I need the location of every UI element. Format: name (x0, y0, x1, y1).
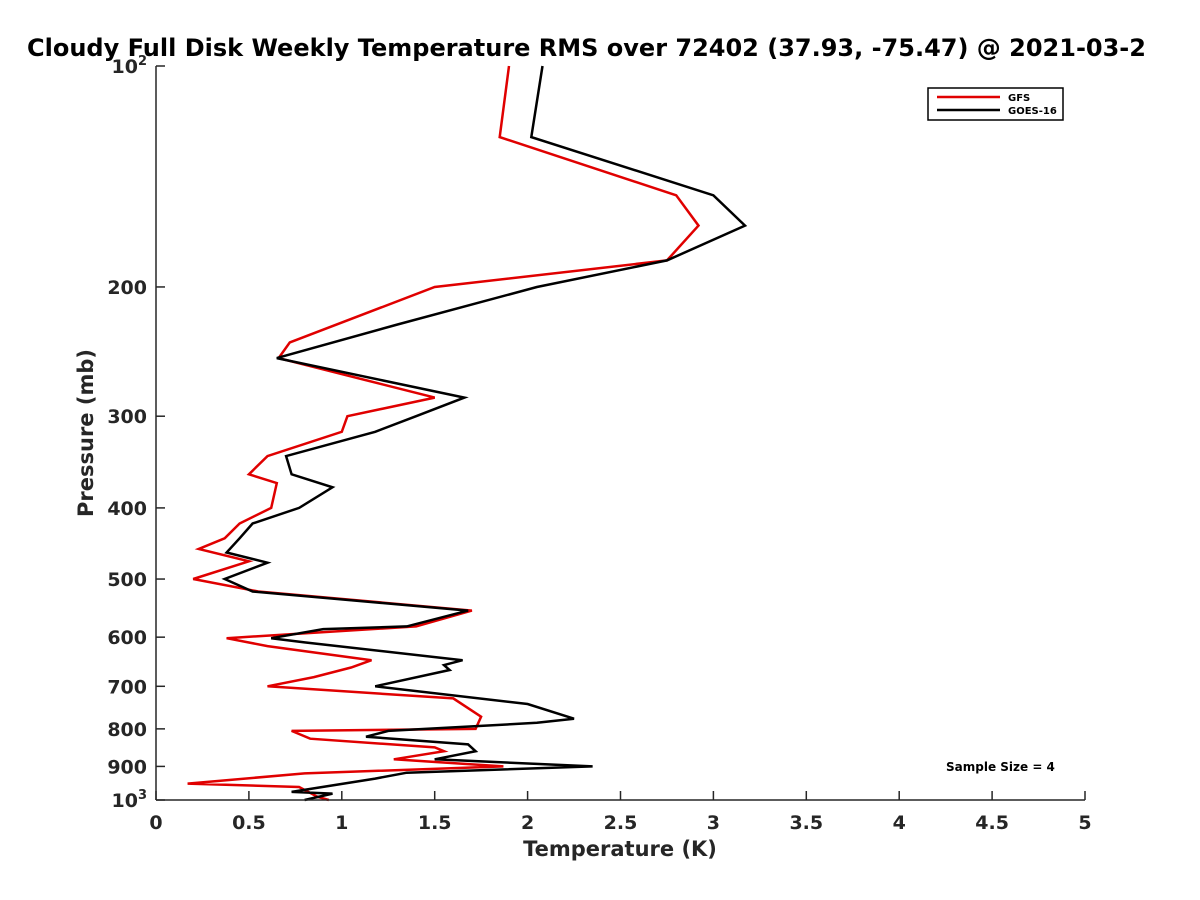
legend-box (927, 87, 1064, 121)
y-tick-label-power: 102 (112, 54, 148, 78)
y-tick-label-base: 10 (112, 56, 138, 78)
y-tick-label-exponent: 3 (138, 788, 147, 803)
y-tick-label: 500 (107, 569, 147, 591)
x-tick-label: 5 (1078, 812, 1091, 834)
x-tick-label: 2 (521, 812, 534, 834)
y-tick-label: 700 (107, 676, 147, 698)
y-tick-label: 600 (107, 627, 147, 649)
x-tick-label: 1.5 (418, 812, 452, 834)
x-tick-label: 3 (707, 812, 720, 834)
series-line-goes-16 (221, 65, 748, 802)
y-tick-label-base: 10 (112, 790, 138, 812)
y-tick-label: 900 (107, 756, 147, 778)
x-axis-label: Temperature (K) (523, 837, 717, 861)
y-tick-label: 300 (107, 406, 147, 428)
y-tick-label-exponent: 2 (138, 54, 147, 69)
y-tick-label-power: 103 (112, 788, 148, 812)
y-tick-label: 200 (107, 277, 147, 299)
x-tick-label: 0.5 (232, 812, 266, 834)
sample-size-annotation: Sample Size = 4 (946, 760, 1055, 774)
y-tick-label: 400 (107, 498, 147, 520)
x-tick-label: 4 (893, 812, 906, 834)
series-layer (187, 65, 748, 802)
y-axis-label: Pressure (mb) (74, 349, 98, 517)
x-tick-label: 1 (335, 812, 348, 834)
legend-label-gfs: GFS (1008, 93, 1030, 104)
legend-label-goes16: GOES-16 (1008, 106, 1057, 117)
x-axis-ticks: 0 0.5 1 1.5 2 2.5 3 3.5 4 4.5 5 (149, 791, 1092, 834)
x-tick-label: 4.5 (975, 812, 1009, 834)
x-tick-label: 0 (149, 812, 162, 834)
legend: GFS GOES-16 (927, 87, 1064, 121)
y-tick-label: 800 (107, 719, 147, 741)
x-tick-label: 3.5 (789, 812, 823, 834)
chart-title: Cloudy Full Disk Weekly Temperature RMS … (27, 34, 1146, 62)
x-tick-label: 2.5 (604, 812, 638, 834)
